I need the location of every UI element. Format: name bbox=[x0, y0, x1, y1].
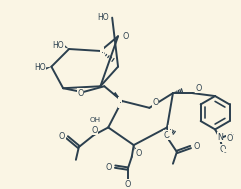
Polygon shape bbox=[42, 67, 51, 71]
Text: O: O bbox=[194, 142, 200, 151]
Polygon shape bbox=[134, 145, 139, 156]
Text: O: O bbox=[152, 98, 159, 107]
Polygon shape bbox=[60, 43, 69, 49]
Text: O: O bbox=[195, 84, 202, 93]
Text: O: O bbox=[136, 149, 142, 158]
Text: O: O bbox=[78, 89, 84, 98]
Text: ·: · bbox=[101, 48, 104, 58]
Text: OH: OH bbox=[89, 117, 100, 123]
Text: ·: · bbox=[168, 125, 172, 135]
Text: O: O bbox=[106, 163, 112, 172]
Text: -: - bbox=[224, 149, 226, 155]
Text: O: O bbox=[220, 145, 226, 153]
Text: O: O bbox=[227, 134, 233, 143]
Text: HO: HO bbox=[53, 41, 64, 50]
Text: O: O bbox=[91, 126, 98, 135]
Text: O: O bbox=[125, 180, 131, 189]
Text: O: O bbox=[164, 131, 170, 140]
Text: O: O bbox=[123, 32, 129, 41]
Text: HO: HO bbox=[34, 63, 46, 72]
Text: HO: HO bbox=[98, 13, 109, 22]
Text: +: + bbox=[228, 132, 233, 137]
Polygon shape bbox=[113, 92, 122, 101]
Text: O: O bbox=[59, 132, 65, 141]
Text: ·: · bbox=[119, 98, 121, 108]
Text: N: N bbox=[217, 133, 223, 142]
